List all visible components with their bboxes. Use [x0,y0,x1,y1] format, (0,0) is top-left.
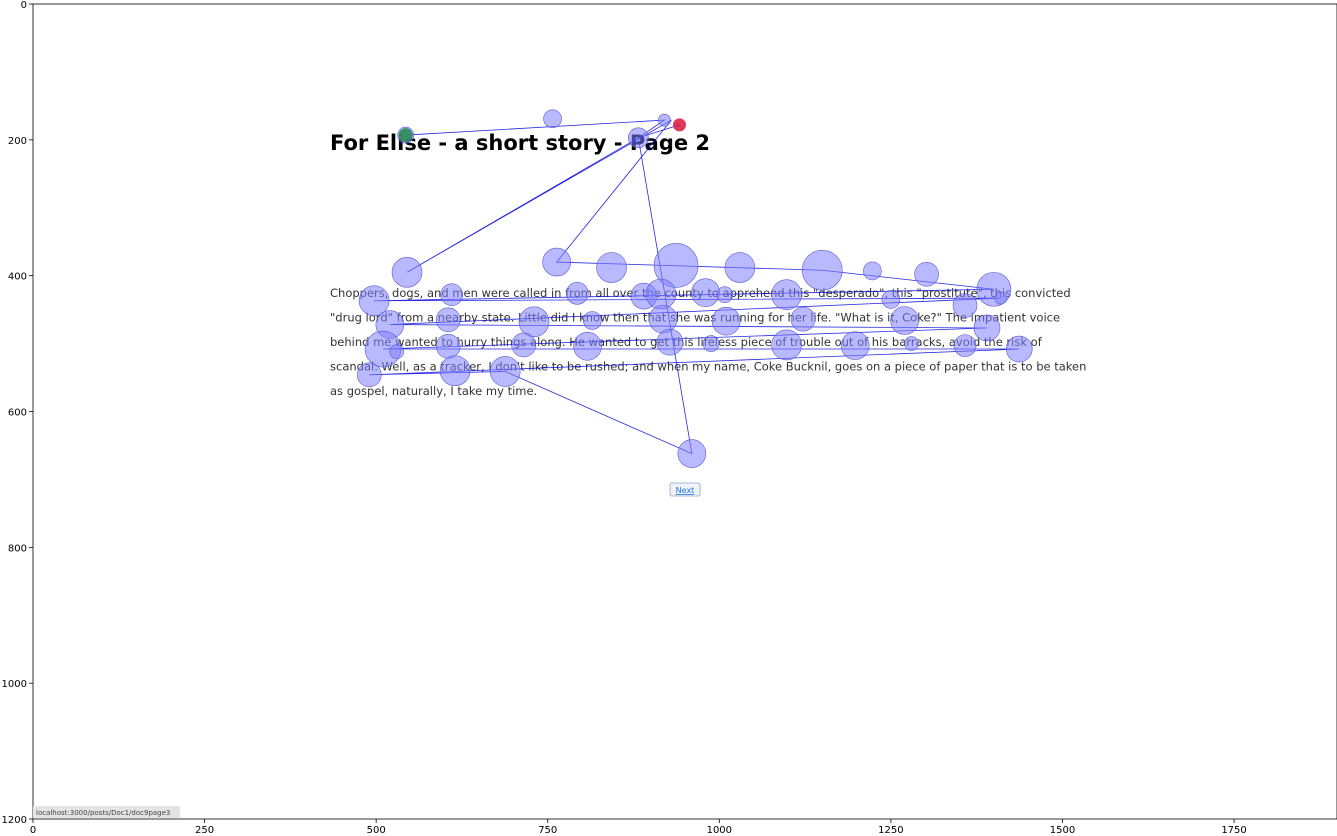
fixation-point [863,261,882,281]
fixation-point [702,335,720,352]
fixation-point [771,329,802,361]
fixation-point [596,252,627,283]
fixation-point [653,243,699,288]
fixation-point [953,334,977,357]
x-tick-label: 1500 [1050,825,1075,836]
fixation-point [658,113,671,127]
next-button[interactable]: Next [669,482,701,497]
fixation-point [645,278,677,310]
y-tick-label: 600 [8,408,27,419]
fixation-point [542,247,571,277]
fixation-point [716,286,734,303]
fixation-point [801,249,843,291]
fixation-point [583,311,602,330]
fixation-point [518,306,550,338]
fixation-point [771,279,802,310]
y-tick-label: 800 [8,543,27,554]
fixation-point [881,290,901,309]
fixation-point [890,306,919,335]
fixation-point [628,127,649,149]
fixation-point [994,291,1008,305]
y-tick-label: 1200 [2,815,27,826]
fixation-point [790,306,816,332]
body-text-line: "drug lord" from a nearby state. Little … [330,311,1060,325]
fixation-point [952,293,978,318]
fixation-point [543,109,562,129]
x-axis: 0 250 500 750 1000 1250 1500 1750 [30,819,1247,836]
fixation-point [724,252,756,283]
next-button-frame[interactable] [669,482,701,497]
x-tick-label: 750 [538,825,557,836]
x-tick-label: 0 [30,825,36,836]
end-marker [673,118,687,132]
marker-layer [398,118,687,143]
fixation-point [711,306,741,336]
fixation-point [677,439,707,468]
fixation-point [840,331,870,360]
y-tick-label: 200 [8,136,27,147]
x-tick-label: 1250 [878,825,903,836]
y-axis: 0 200 400 600 800 1000 1200 [2,0,33,826]
fixation-point [356,362,382,388]
status-bar: localhost:3000/posts/Doc1/doc9page3 [33,806,180,818]
status-bar-background [33,806,180,818]
fixation-layer [356,109,1033,468]
fixation-point [648,304,678,334]
start-marker [398,128,413,143]
fixation-point [691,278,720,307]
fixation-point [358,285,390,317]
x-tick-label: 250 [195,825,214,836]
fixation-point [391,256,423,288]
fixation-point [565,282,589,305]
fixation-point [973,314,1001,342]
fixation-point [1005,335,1033,363]
y-tick-label: 0 [21,0,27,11]
y-tick-label: 1000 [2,679,27,690]
x-tick-label: 500 [367,825,386,836]
fixation-point [435,333,461,359]
y-tick-label: 400 [8,272,27,283]
status-bar-url: localhost:3000/posts/Doc1/doc9page3 [36,809,170,817]
body-text-line: as gospel, naturally, I take my time. [330,384,537,398]
next-button-label[interactable]: Next [676,486,695,495]
fixation-point [389,344,405,360]
fixation-point [904,336,919,351]
fixation-point [573,331,602,361]
x-tick-label: 1750 [1221,825,1246,836]
fixation-point [656,328,684,356]
fixation-point [439,355,471,387]
fixation-point [440,283,463,306]
fixation-point [435,307,461,333]
fixation-point [914,262,939,287]
fixation-point [511,332,537,358]
fixation-point [489,356,521,387]
x-tick-label: 1000 [707,825,732,836]
